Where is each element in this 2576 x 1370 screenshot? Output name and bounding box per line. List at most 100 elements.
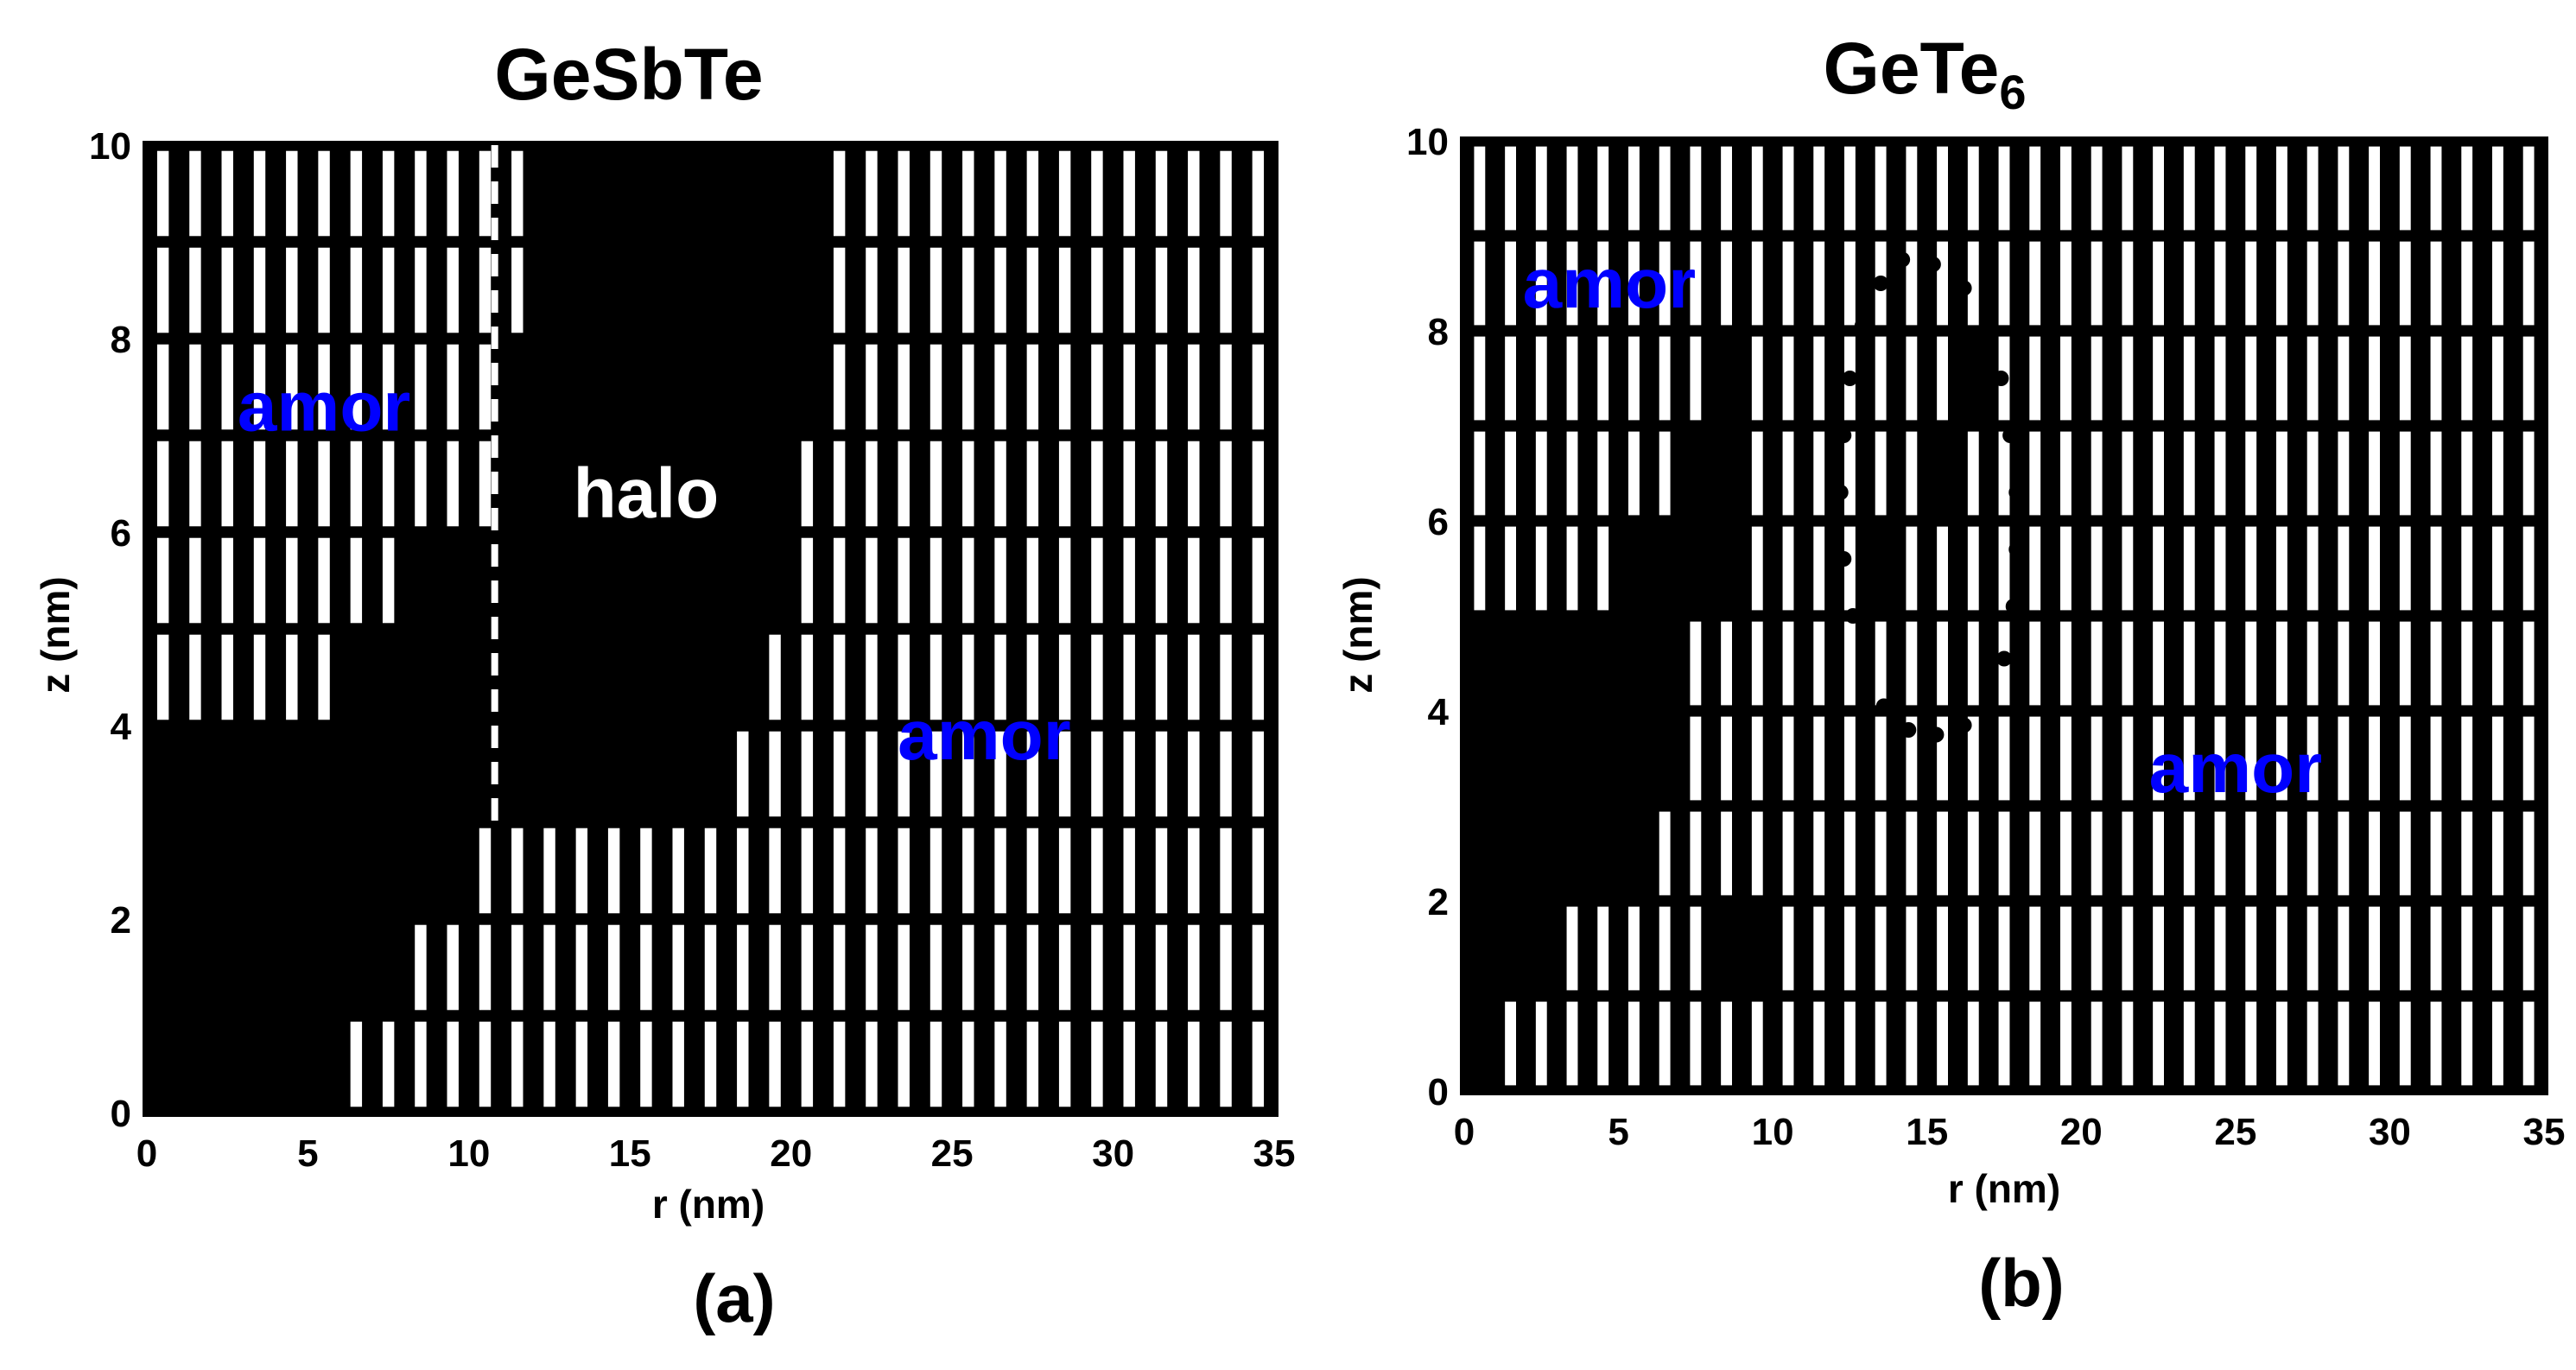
amor-cell bbox=[2153, 1001, 2164, 1086]
amor-cell bbox=[382, 247, 395, 333]
panel-a-label: (a) bbox=[693, 1260, 775, 1336]
amor-cell bbox=[1721, 1001, 1732, 1086]
amor-cell bbox=[2214, 146, 2226, 231]
outline-dot bbox=[2008, 485, 2025, 500]
chart-b-tick-labels: 0 5 10 15 20 25 30 35 0 2 4 6 8 10 bbox=[1406, 121, 2565, 1153]
amor-cell bbox=[1474, 526, 1486, 611]
amor-cell bbox=[1252, 1021, 1265, 1107]
amor-cell bbox=[2306, 336, 2319, 421]
amor-cell bbox=[479, 150, 492, 237]
amor-cell bbox=[1906, 906, 1918, 991]
y-tick-label: 8 bbox=[111, 319, 131, 361]
amor-cell bbox=[704, 1021, 717, 1107]
amor-cell bbox=[833, 537, 846, 624]
amor-cell bbox=[2461, 336, 2473, 421]
amor-cell bbox=[1659, 811, 1671, 896]
amor-cell bbox=[1252, 537, 1265, 624]
amor-cell bbox=[769, 1021, 781, 1107]
amor-cell bbox=[1123, 828, 1135, 914]
amor-cell bbox=[1998, 526, 2010, 611]
amor-cell bbox=[866, 344, 878, 430]
plot-frame bbox=[143, 141, 1278, 1117]
amor-cell bbox=[2029, 526, 2041, 611]
amor-cell bbox=[2369, 336, 2380, 421]
amor-cell bbox=[1505, 336, 1516, 421]
amor-cell bbox=[2183, 336, 2195, 421]
amor-cell bbox=[221, 441, 233, 527]
x-tick-label: 5 bbox=[1608, 1111, 1628, 1153]
amor-cell bbox=[1252, 828, 1265, 914]
amor-cell bbox=[479, 828, 492, 914]
amor-cell bbox=[221, 537, 233, 624]
y-tick-label: 6 bbox=[1428, 501, 1449, 543]
amor-cell bbox=[1058, 441, 1071, 527]
amor-cell bbox=[2276, 526, 2287, 611]
amor-cell bbox=[2306, 241, 2319, 326]
amor-cell bbox=[1474, 336, 1486, 421]
amor-cell bbox=[801, 634, 814, 720]
amor-cell bbox=[1026, 344, 1039, 430]
amor-cell bbox=[2430, 811, 2442, 896]
amor-cell bbox=[1813, 811, 1825, 896]
amor-cell bbox=[2245, 526, 2257, 611]
outline-dot bbox=[1981, 694, 1997, 709]
amor-cell bbox=[156, 150, 169, 237]
amor-cell bbox=[350, 247, 363, 333]
amor-cell bbox=[2245, 906, 2257, 991]
amor-cell bbox=[2122, 241, 2134, 326]
amor-cell bbox=[1091, 247, 1103, 333]
amor-cell bbox=[2060, 621, 2072, 706]
amor-cell bbox=[2060, 1001, 2072, 1086]
amor-cell bbox=[2338, 336, 2350, 421]
amor-cell bbox=[1967, 906, 1979, 991]
amor-cell bbox=[1690, 241, 1702, 326]
amor-cell bbox=[2183, 906, 2195, 991]
amor-cell bbox=[769, 924, 781, 1011]
amor-cell bbox=[2522, 526, 2535, 611]
amor-cell bbox=[2029, 431, 2041, 516]
amor-cell bbox=[1875, 431, 1887, 516]
amor-cell bbox=[1058, 634, 1071, 720]
amor-cell bbox=[898, 1021, 910, 1107]
amor-cell bbox=[1937, 811, 1948, 896]
amor-cell bbox=[2214, 526, 2226, 611]
amor-cell bbox=[1123, 1021, 1135, 1107]
amor-cell bbox=[1058, 344, 1071, 430]
amor-cell bbox=[1721, 146, 1732, 231]
amor-cell bbox=[2153, 811, 2164, 896]
amor-cell bbox=[1875, 716, 1887, 801]
amor-cell bbox=[447, 441, 459, 527]
amor-cell bbox=[2029, 621, 2041, 706]
amor-cell bbox=[2399, 716, 2411, 801]
amor-cell bbox=[350, 1021, 363, 1107]
amor-cell bbox=[2091, 526, 2103, 611]
amor-cell bbox=[1690, 621, 1702, 706]
amor-cell bbox=[2214, 336, 2226, 421]
amor-cell bbox=[1875, 146, 1887, 231]
amor-cell bbox=[1998, 146, 2010, 231]
amor-cell bbox=[479, 247, 492, 333]
amor-cell bbox=[994, 1021, 1006, 1107]
amor-cell bbox=[1690, 1001, 1702, 1086]
amor-cell bbox=[737, 1021, 749, 1107]
amor-cell bbox=[1091, 344, 1103, 430]
amor-cell bbox=[1474, 241, 1486, 326]
amor-cell bbox=[1058, 1021, 1071, 1107]
amor-cell bbox=[1875, 811, 1887, 896]
amor-cell bbox=[930, 344, 942, 430]
amor-cell bbox=[2029, 811, 2041, 896]
amor-cell bbox=[1026, 634, 1039, 720]
amor-cell bbox=[2492, 336, 2503, 421]
x-tick-label: 10 bbox=[1752, 1111, 1794, 1153]
amor-cell bbox=[415, 441, 427, 527]
amor-cell bbox=[1091, 828, 1103, 914]
amor-cell bbox=[1937, 621, 1948, 706]
amor-cell bbox=[1628, 146, 1640, 231]
amor-cell bbox=[640, 828, 652, 914]
amor-cell bbox=[318, 344, 330, 430]
amor-cell bbox=[2399, 336, 2411, 421]
amor-cell bbox=[866, 924, 878, 1011]
amor-cell bbox=[2338, 621, 2350, 706]
amor-cell bbox=[2369, 906, 2380, 991]
amor-cell bbox=[898, 537, 910, 624]
